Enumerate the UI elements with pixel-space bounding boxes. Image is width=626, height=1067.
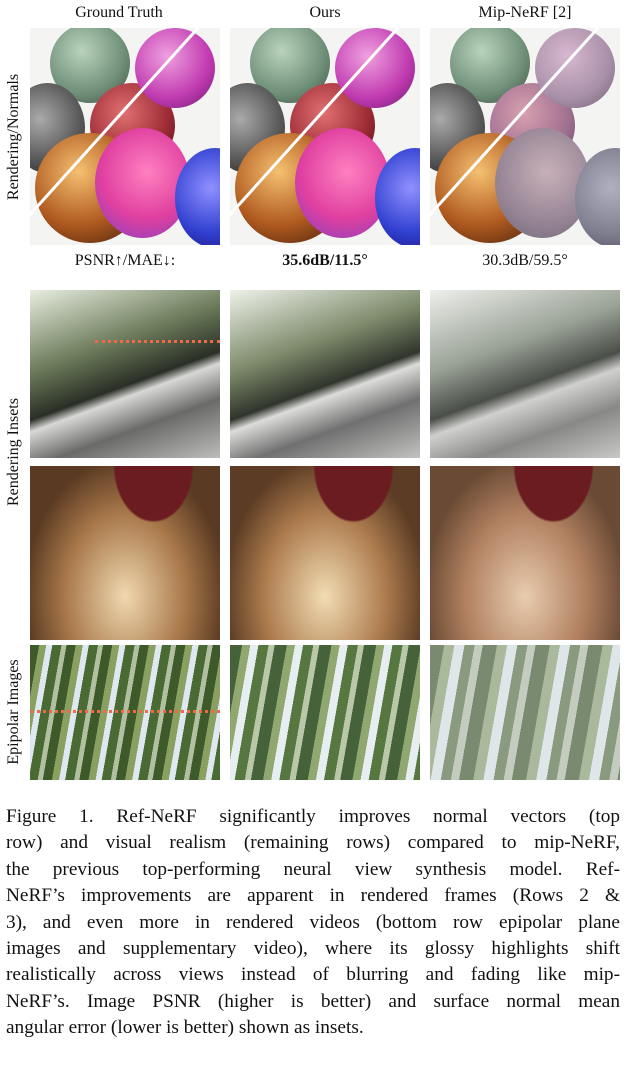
metric-value: 30.3dB/59.5° xyxy=(482,252,568,269)
caption-line: NeRF’s. Image PSNR (higher is better) an… xyxy=(6,990,620,1012)
caption-line: NeRF’s improvements are apparent in rend… xyxy=(6,885,620,907)
image-panel xyxy=(230,28,420,245)
image-panel xyxy=(430,645,620,780)
caption-line: the previous top-performing neural view … xyxy=(6,858,620,880)
row-label: Rendering/Normals xyxy=(5,73,22,201)
image-panel xyxy=(230,466,420,640)
image-panel xyxy=(30,28,220,245)
image-panel xyxy=(30,645,220,780)
row-label: Rendering Insets xyxy=(5,398,22,506)
column-header: Ours xyxy=(309,4,341,21)
image-panel xyxy=(230,290,420,458)
metric-value: 35.6dB/11.5° xyxy=(282,252,368,269)
caption-line: angular error (lower is better) shown as… xyxy=(6,1017,364,1039)
image-panel xyxy=(230,645,420,780)
caption-line: row) and visual realism (remaining rows)… xyxy=(6,832,620,854)
caption: Figure 1. Ref-NeRF significantly improve… xyxy=(6,804,620,1042)
caption-line: Figure 1. Ref-NeRF significantly improve… xyxy=(6,806,620,827)
metric-label: PSNR↑/MAE↓: xyxy=(74,252,176,269)
row-label: Epipolar Images xyxy=(5,659,22,765)
image-panel xyxy=(30,466,220,640)
image-panel xyxy=(30,290,220,458)
column-header: Mip-NeRF [2] xyxy=(478,4,572,21)
image-panel xyxy=(430,466,620,640)
caption-line: 3), and even more in rendered videos (bo… xyxy=(6,911,620,933)
caption-line: images and supplementary video), where i… xyxy=(6,938,620,960)
caption-line: realistically across views instead of bl… xyxy=(6,964,620,986)
image-panel xyxy=(430,28,620,245)
column-header: Ground Truth xyxy=(75,4,163,21)
image-panel xyxy=(430,290,620,458)
